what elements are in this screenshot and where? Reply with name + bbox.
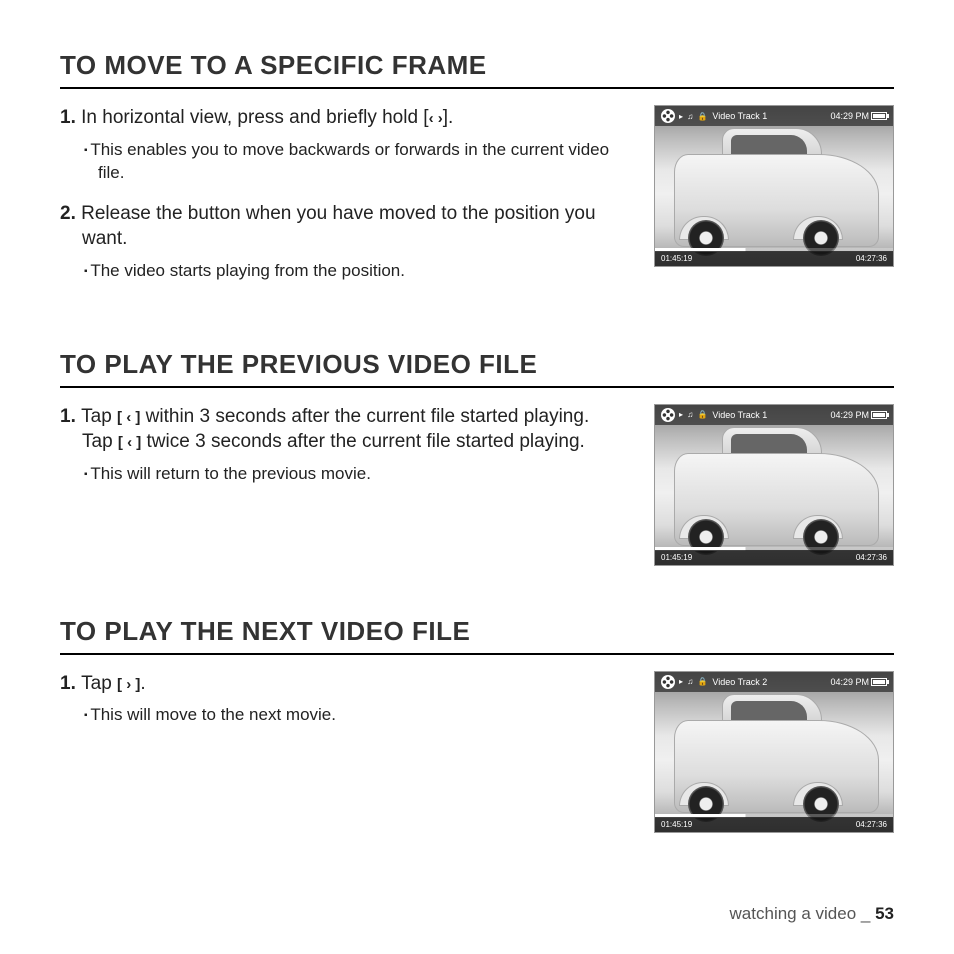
reel-icon — [661, 675, 675, 689]
track-title: Video Track 2 — [712, 677, 767, 687]
step-item: 1. In horizontal view, press and briefly… — [60, 105, 636, 131]
button-symbol: [ › ] — [117, 676, 140, 693]
page-number: 53 — [875, 904, 894, 923]
video-thumbnail: ▸ ♫ 🔒 Video Track 1 04:29 PM 01:45:19 04… — [654, 105, 894, 267]
track-title: Video Track 1 — [712, 410, 767, 420]
clock-battery: 04:29 PM — [830, 111, 887, 121]
thumb-bottombar: 01:45:19 04:27:36 — [655, 251, 893, 266]
text-column: 1. Tap [ › ]. This will move to the next … — [60, 671, 636, 744]
reel-icon — [661, 109, 675, 123]
time-elapsed: 01:45:19 — [661, 553, 692, 562]
time-elapsed: 01:45:19 — [661, 254, 692, 263]
time-elapsed: 01:45:19 — [661, 820, 692, 829]
manual-section: TO PLAY THE PREVIOUS VIDEO FILE 1. Tap [… — [60, 349, 894, 566]
thumb-topbar: ▸ ♫ 🔒 Video Track 1 04:29 PM — [655, 405, 893, 425]
step-item: 1. Tap [ ‹ ] within 3 seconds after the … — [60, 404, 636, 455]
thumb-bottombar: 01:45:19 04:27:36 — [655, 817, 893, 832]
button-symbol: [ ‹ ] — [118, 434, 141, 451]
step-sub: This will move to the next movie. — [60, 704, 636, 727]
image-column: ▸ ♫ 🔒 Video Track 2 04:29 PM 01:45:19 04… — [654, 671, 894, 833]
image-column: ▸ ♫ 🔒 Video Track 1 04:29 PM 01:45:19 04… — [654, 404, 894, 566]
text-column: 1. Tap [ ‹ ] within 3 seconds after the … — [60, 404, 636, 502]
footer-text: watching a video _ — [730, 904, 876, 923]
thumb-topbar: ▸ ♫ 🔒 Video Track 2 04:29 PM — [655, 672, 893, 692]
video-thumbnail: ▸ ♫ 🔒 Video Track 2 04:29 PM 01:45:19 04… — [654, 671, 894, 833]
reel-icon — [661, 408, 675, 422]
step-sub: The video starts playing from the positi… — [60, 260, 636, 283]
status-icons: ▸ ♫ 🔒 — [679, 677, 708, 686]
button-symbol: ‹ › — [429, 110, 443, 127]
time-total: 04:27:36 — [856, 254, 887, 263]
step-number: 1. — [60, 673, 81, 694]
step-number: 1. — [60, 107, 81, 128]
step-item: 2. Release the button when you have move… — [60, 201, 636, 252]
clock-battery: 04:29 PM — [830, 677, 887, 687]
manual-section: TO MOVE TO A SPECIFIC FRAME 1. In horizo… — [60, 50, 894, 299]
thumb-topbar: ▸ ♫ 🔒 Video Track 1 04:29 PM — [655, 106, 893, 126]
step-item: 1. Tap [ › ]. — [60, 671, 636, 697]
text-column: 1. In horizontal view, press and briefly… — [60, 105, 636, 299]
step-number: 2. — [60, 203, 81, 224]
step-number: 1. — [60, 406, 81, 427]
section-title: TO PLAY THE PREVIOUS VIDEO FILE — [60, 349, 894, 388]
step-sub: This will return to the previous movie. — [60, 463, 636, 486]
status-icons: ▸ ♫ 🔒 — [679, 410, 708, 419]
time-total: 04:27:36 — [856, 820, 887, 829]
button-symbol: [ ‹ ] — [117, 409, 140, 426]
step-sub: This enables you to move backwards or fo… — [60, 139, 636, 185]
video-thumbnail: ▸ ♫ 🔒 Video Track 1 04:29 PM 01:45:19 04… — [654, 404, 894, 566]
clock-battery: 04:29 PM — [830, 410, 887, 420]
section-title: TO MOVE TO A SPECIFIC FRAME — [60, 50, 894, 89]
time-total: 04:27:36 — [856, 553, 887, 562]
section-title: TO PLAY THE NEXT VIDEO FILE — [60, 616, 894, 655]
track-title: Video Track 1 — [712, 111, 767, 121]
image-column: ▸ ♫ 🔒 Video Track 1 04:29 PM 01:45:19 04… — [654, 105, 894, 267]
thumb-bottombar: 01:45:19 04:27:36 — [655, 550, 893, 565]
manual-section: TO PLAY THE NEXT VIDEO FILE 1. Tap [ › ]… — [60, 616, 894, 833]
status-icons: ▸ ♫ 🔒 — [679, 112, 708, 121]
page-footer: watching a video _ 53 — [730, 904, 894, 924]
